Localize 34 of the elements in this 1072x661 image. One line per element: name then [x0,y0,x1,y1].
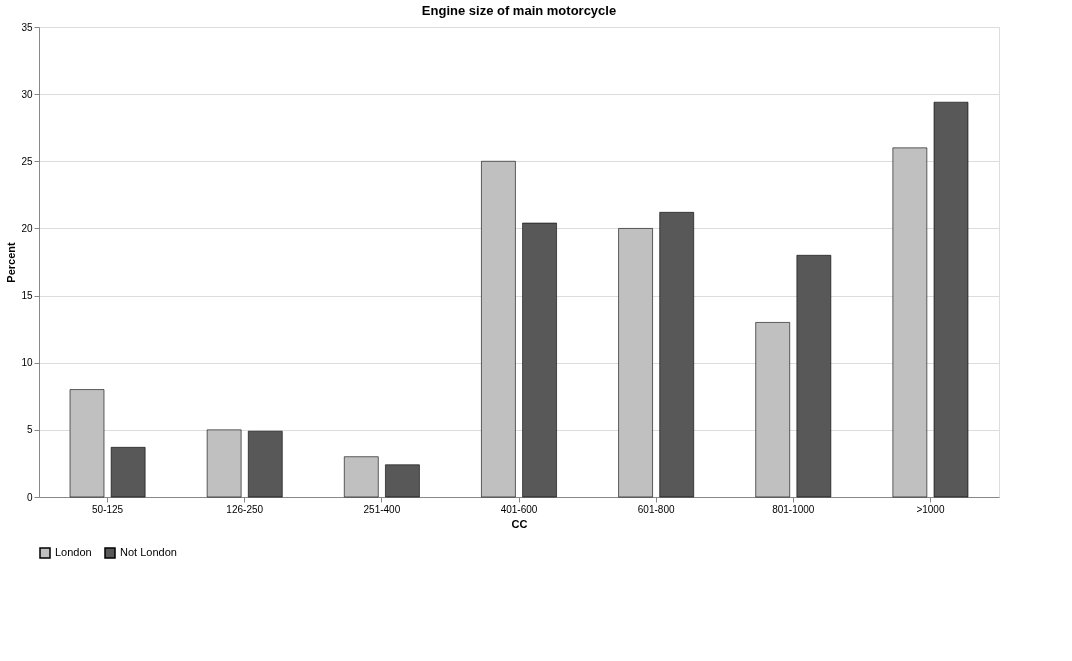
x-tick-label: 50-125 [92,503,124,515]
y-tick-label: 10 [21,357,33,369]
y-tick-label: 5 [26,424,33,436]
bar [343,456,379,498]
bar [385,464,420,498]
bar [69,389,105,498]
x-tick-label: 126-250 [226,503,264,515]
y-tick-label: 15 [21,290,33,302]
bar [481,160,516,498]
y-axis-title: Percent [5,241,18,283]
bar [755,322,791,498]
bar [933,101,969,498]
bar [892,147,928,498]
bar [110,447,146,498]
x-tick-label: 801-1000 [772,503,815,515]
bar [522,222,557,498]
bar [618,228,653,498]
y-tick-label: 0 [26,491,33,503]
x-tick-label: >1000 [916,503,945,515]
bar [206,429,242,498]
legend-label: Not London [120,546,177,558]
y-tick-label: 35 [21,21,33,33]
bar [796,254,832,498]
chart-title: Engine size of main motorcycle [421,3,617,18]
y-tick-label: 20 [21,222,33,234]
y-tick-label: 25 [21,155,33,167]
y-tick-label: 30 [21,88,33,100]
legend-label: London [55,546,92,558]
bar [659,212,695,498]
x-tick-label: 251-400 [363,503,401,515]
bar [247,430,283,498]
x-tick-label: 601-800 [637,503,675,515]
x-axis-title: CC [511,517,528,530]
x-tick-label: 401-600 [500,503,538,515]
